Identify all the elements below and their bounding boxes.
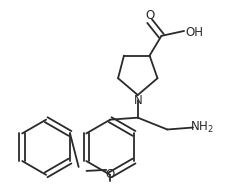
- Text: NH$_2$: NH$_2$: [190, 120, 214, 135]
- Text: N: N: [133, 94, 142, 107]
- Text: O: O: [106, 168, 115, 181]
- Text: OH: OH: [185, 26, 203, 39]
- Text: O: O: [145, 9, 154, 22]
